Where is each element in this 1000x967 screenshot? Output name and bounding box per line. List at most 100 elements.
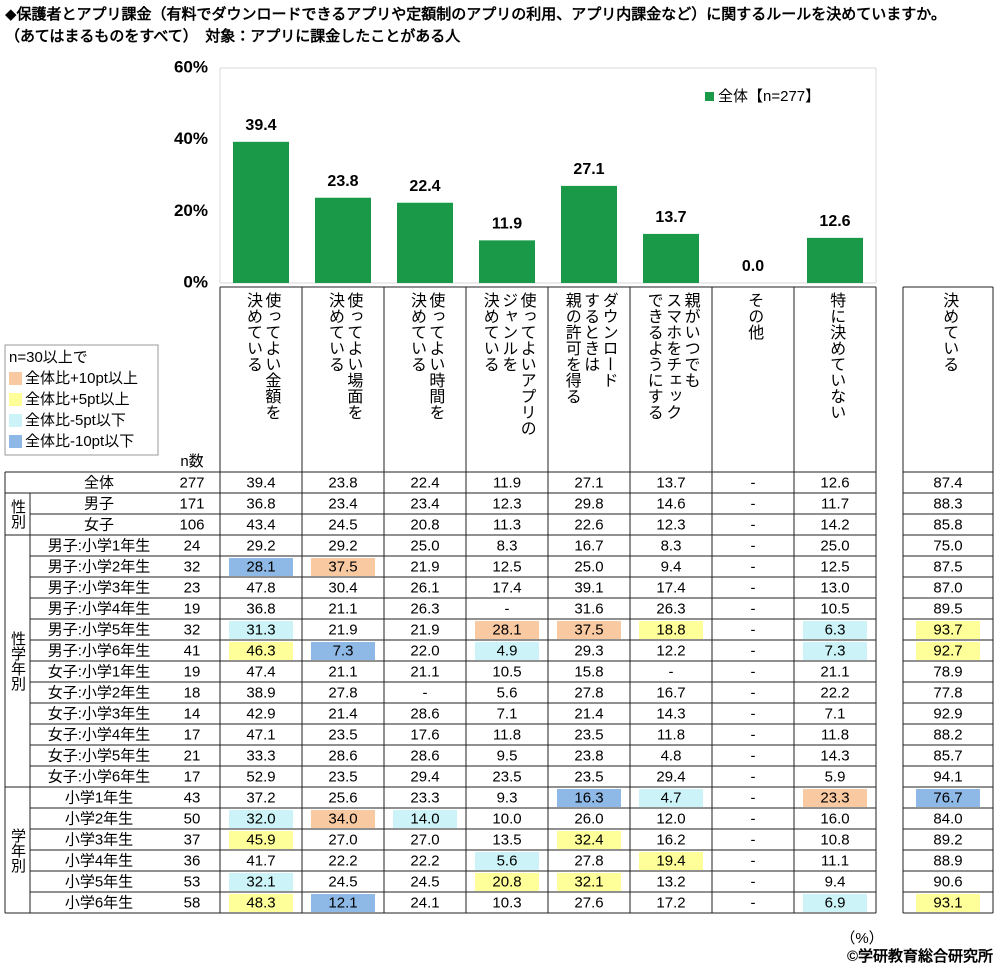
category-header: 使ってよい時間を 決めている bbox=[384, 292, 466, 468]
cell-highlight bbox=[557, 621, 621, 639]
cell-value: 22.0 bbox=[410, 642, 439, 659]
row-label: 男子:小学4年生 bbox=[48, 600, 151, 617]
n-value: 43 bbox=[184, 789, 201, 806]
cell-value: 23.5 bbox=[328, 768, 357, 785]
cell-highlight bbox=[475, 621, 539, 639]
cell-value: 28.6 bbox=[410, 747, 439, 764]
category-header: 使ってよいアプリの ジャンルを 決めている bbox=[466, 292, 548, 468]
group-box: 性別 bbox=[5, 493, 30, 535]
cell-value: 4.9 bbox=[497, 642, 518, 659]
cell-value: 37.5 bbox=[574, 621, 603, 638]
cell-highlight bbox=[229, 831, 293, 849]
row-label: 男子:小学2年生 bbox=[48, 558, 151, 575]
cell-value: 39.4 bbox=[246, 474, 275, 491]
legend-label: 全体比-10pt以下 bbox=[25, 433, 134, 450]
cell-value: 85.8 bbox=[933, 516, 962, 533]
cell-value: 17.4 bbox=[656, 579, 685, 596]
cell-value: 9.5 bbox=[497, 747, 518, 764]
cell-value: 87.5 bbox=[933, 558, 962, 575]
cell-value: - bbox=[751, 579, 756, 596]
cell-value: - bbox=[751, 747, 756, 764]
cell-value: 11.7 bbox=[821, 495, 849, 512]
unit-note: （%） bbox=[840, 930, 883, 947]
data-label: 13.7 bbox=[655, 209, 686, 226]
cell-value: 52.9 bbox=[246, 768, 275, 785]
cell-highlight bbox=[311, 894, 375, 912]
n-value: 53 bbox=[184, 873, 201, 890]
cell-highlight bbox=[475, 642, 539, 660]
row-label: 女子:小学1年生 bbox=[48, 663, 151, 680]
cell-value: 27.8 bbox=[328, 684, 357, 701]
cell-value: 31.3 bbox=[246, 621, 275, 638]
cell-value: 89.2 bbox=[933, 831, 962, 848]
cell-value: 92.7 bbox=[933, 642, 962, 659]
cell-value: 94.1 bbox=[933, 768, 962, 785]
cell-value: 29.2 bbox=[246, 537, 275, 554]
data-label: 22.4 bbox=[409, 178, 440, 195]
row-label: 女子:小学3年生 bbox=[48, 705, 151, 722]
cell-value: 12.3 bbox=[492, 495, 521, 512]
cell-value: 76.7 bbox=[933, 789, 962, 806]
cell-value: 21.9 bbox=[410, 621, 439, 638]
cell-value: 25.6 bbox=[328, 789, 357, 806]
cell-value: 12.5 bbox=[492, 558, 521, 575]
total-label: 決めている bbox=[940, 292, 958, 372]
cell-value: 23.8 bbox=[574, 747, 603, 764]
cell-value: 18.8 bbox=[656, 621, 685, 638]
category-label: ダウンロード するときは 親の許可を得る bbox=[562, 292, 617, 404]
cell-value: 8.3 bbox=[661, 537, 682, 554]
cell-value: 22.2 bbox=[328, 852, 357, 869]
legend-swatch bbox=[705, 92, 714, 101]
data-label: 0.0 bbox=[742, 258, 764, 275]
cell-highlight bbox=[475, 852, 539, 870]
cell-value: 23.5 bbox=[328, 726, 357, 743]
row-label: 男子:小学1年生 bbox=[48, 537, 151, 554]
n-value: 32 bbox=[184, 558, 201, 575]
category-label: 使ってよい時間を 決めている bbox=[408, 292, 444, 420]
category-header: 使ってよい場面を 決めている bbox=[302, 292, 384, 468]
cell-value: 21.4 bbox=[574, 705, 603, 722]
cell-highlight bbox=[475, 873, 539, 891]
cell-highlight bbox=[639, 621, 703, 639]
cell-value: 23.4 bbox=[328, 495, 357, 512]
cell-value: 6.9 bbox=[825, 894, 846, 911]
cell-value: 27.0 bbox=[328, 831, 357, 848]
cell-value: 32.1 bbox=[246, 873, 275, 890]
data-label: 23.8 bbox=[327, 173, 358, 190]
cell-highlight bbox=[311, 642, 375, 660]
legend-swatch bbox=[9, 393, 22, 406]
cell-value: 87.0 bbox=[933, 579, 962, 596]
n-value: 50 bbox=[184, 810, 201, 827]
cell-value: 7.1 bbox=[825, 705, 846, 722]
cell-value: - bbox=[751, 621, 756, 638]
group-label: 性別 bbox=[9, 499, 26, 529]
cell-value: 21.9 bbox=[410, 558, 439, 575]
n-value: 21 bbox=[184, 747, 201, 764]
cell-highlight bbox=[916, 894, 980, 912]
cell-value: 24.5 bbox=[328, 516, 357, 533]
cell-value: 23.5 bbox=[492, 768, 521, 785]
cell-value: 16.7 bbox=[656, 684, 685, 701]
cell-value: 11.3 bbox=[493, 516, 521, 533]
cell-value: - bbox=[751, 852, 756, 869]
cell-value: 7.3 bbox=[825, 642, 846, 659]
n-value: 32 bbox=[184, 621, 201, 638]
cell-value: 22.2 bbox=[820, 684, 849, 701]
cell-value: 28.1 bbox=[492, 621, 521, 638]
data-label: 27.1 bbox=[573, 161, 604, 178]
cell-value: 4.7 bbox=[661, 789, 682, 806]
cell-value: 13.7 bbox=[656, 474, 685, 491]
row-label: 小学5年生 bbox=[65, 873, 133, 890]
cell-highlight bbox=[229, 621, 293, 639]
data-label: 12.6 bbox=[819, 213, 850, 230]
n-value: 17 bbox=[184, 768, 201, 785]
n-value: 24 bbox=[184, 537, 201, 554]
category-header: ダウンロード するときは 親の許可を得る bbox=[548, 292, 630, 468]
bar bbox=[643, 233, 699, 283]
cell-value: 25.0 bbox=[410, 537, 439, 554]
cell-highlight bbox=[311, 558, 375, 576]
cell-highlight bbox=[803, 642, 867, 660]
row-label: 女子:小学2年生 bbox=[48, 684, 151, 701]
cell-value: - bbox=[751, 894, 756, 911]
cell-value: 12.6 bbox=[820, 474, 849, 491]
